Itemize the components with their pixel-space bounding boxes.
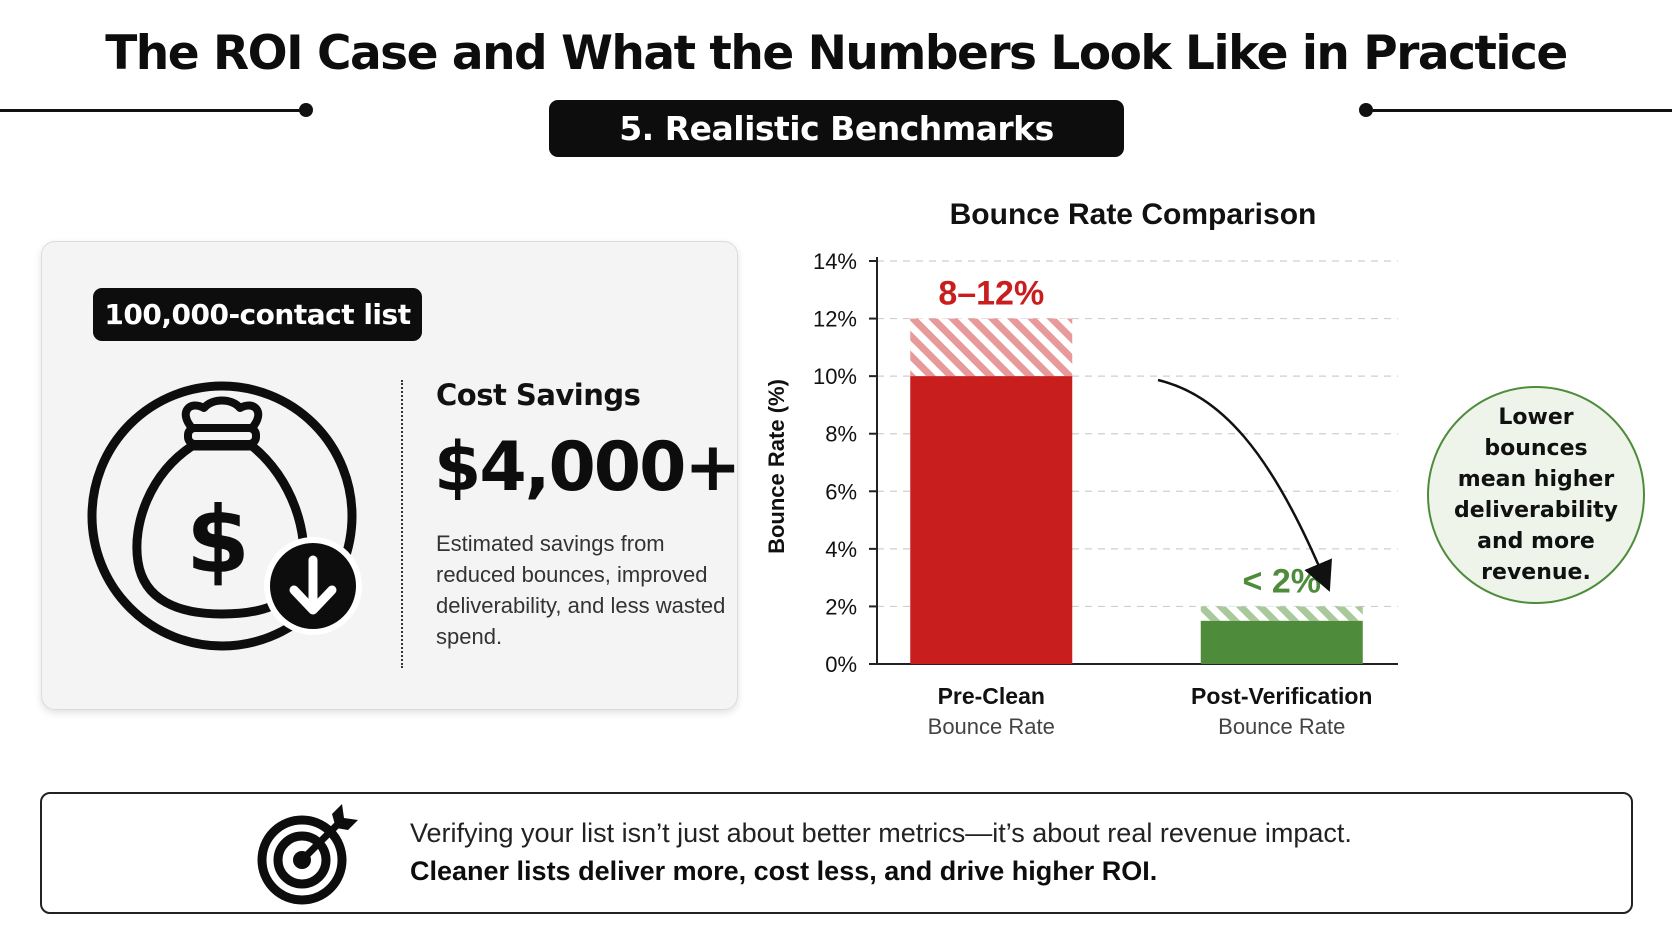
y-axis-label: Bounce Rate (%) [764, 379, 789, 554]
x-category-sublabel: Bounce Rate [928, 714, 1055, 739]
bar-data-label: 8–12% [938, 275, 1044, 313]
cost-savings-heading: Cost Savings [436, 378, 641, 412]
card-divider [401, 380, 403, 668]
y-tick-label: 10% [813, 364, 857, 389]
y-tick-label: 0% [825, 652, 857, 677]
y-tick-label: 2% [825, 594, 857, 619]
x-category-label: Pre-Clean [938, 683, 1045, 709]
y-tick-label: 4% [825, 537, 857, 562]
annotation-bubble: Lower bounces mean higher deliverability… [1427, 386, 1645, 604]
svg-text:$: $ [186, 487, 250, 594]
contact-list-badge: 100,000-contact list [93, 288, 422, 341]
bar [910, 376, 1073, 664]
title-rule-left-dot [299, 103, 313, 117]
bar [1200, 620, 1363, 664]
chart-title: Bounce Rate Comparison [950, 198, 1317, 231]
target-arrow-icon [257, 804, 358, 905]
title-rule-right [1366, 109, 1672, 112]
footer-line-2: Cleaner lists deliver more, cost less, a… [410, 856, 1158, 886]
title-rule-left [0, 109, 306, 112]
y-tick-label: 12% [813, 307, 857, 332]
cost-savings-value: $4,000+ [434, 428, 741, 507]
x-category-label: Post-Verification [1191, 683, 1372, 709]
title-rule-right-dot [1359, 103, 1373, 117]
bar-data-label: < 2% [1243, 562, 1321, 600]
page-title: The ROI Case and What the Numbers Look L… [105, 26, 1568, 81]
trend-arrow [1157, 378, 1332, 592]
y-tick-label: 8% [825, 422, 857, 447]
footer-line-1: Verifying your list isn’t just about bet… [410, 818, 1352, 848]
money-bag-down-arrow-icon: $ [87, 381, 362, 651]
bar-range-hatch [1200, 606, 1363, 621]
bounce-rate-chart: Bounce Rate Comparison 0% 2% 4% 6% 8% 10% 12% 1… [764, 198, 1398, 739]
bar-range-hatch [910, 318, 1073, 377]
x-category-sublabel: Bounce Rate [1218, 714, 1345, 739]
section-subtitle: 5. Realistic Benchmarks [549, 100, 1124, 157]
cost-savings-description: Estimated savings from reduced bounces, … [436, 531, 726, 649]
y-tick-label: 6% [825, 479, 857, 504]
y-tick-label: 14% [813, 249, 857, 274]
